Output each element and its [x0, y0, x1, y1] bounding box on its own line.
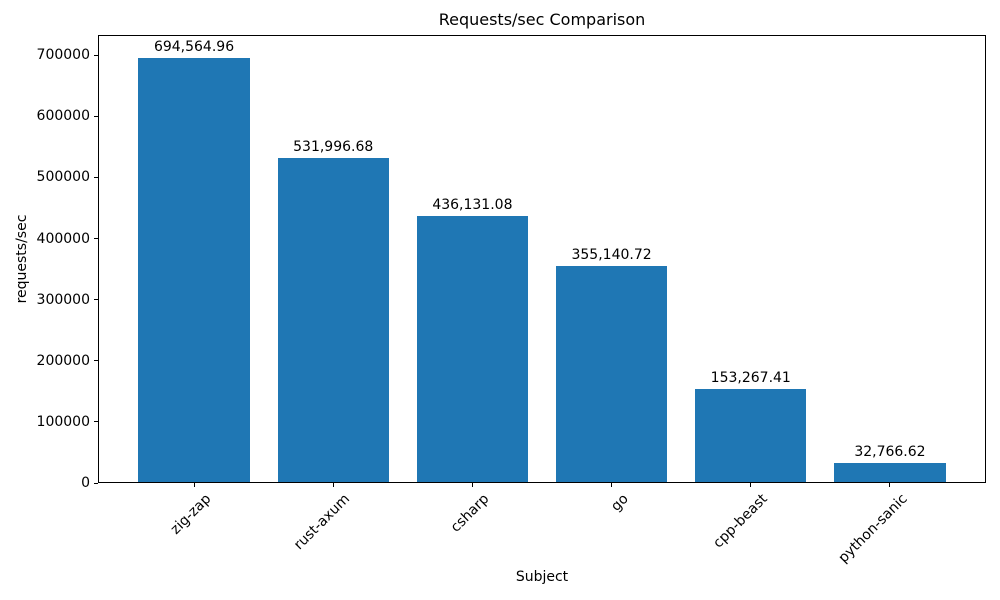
- x-axis-label: Subject: [515, 569, 569, 585]
- x-axis-tick: [193, 483, 195, 487]
- x-axis-tick: [750, 483, 752, 487]
- y-axis-tick-label: 600000: [36, 108, 90, 125]
- bar-value-label: 153,267.41: [710, 370, 791, 387]
- x-axis-tick-label-text: python-sanic: [835, 491, 911, 567]
- y-axis-tick: [94, 299, 98, 301]
- bar: [555, 265, 668, 482]
- bar: [834, 462, 946, 482]
- y-axis-tick-label: 100000: [36, 413, 90, 430]
- x-axis-tick: [889, 483, 891, 487]
- y-axis-label-text: requests/sec: [14, 214, 30, 304]
- x-axis-tick-label-text: csharp: [448, 491, 493, 536]
- y-axis-tick-label: 0: [81, 475, 90, 491]
- bar-value-label: 531,996.68: [293, 138, 374, 155]
- bar: [277, 157, 389, 482]
- y-axis-tick-label: 700000: [36, 47, 90, 64]
- y-axis-tick: [94, 482, 98, 484]
- y-axis-tick: [94, 176, 98, 178]
- x-axis-tick-label-text: cpp-beast: [710, 491, 772, 552]
- x-axis-tick: [611, 483, 613, 487]
- x-axis-tick-label-text: rust-axum: [291, 491, 354, 554]
- bar-value-label: 355,140.72: [571, 246, 652, 263]
- x-axis-tick: [332, 483, 334, 487]
- y-axis-tick-label: 500000: [36, 169, 90, 186]
- y-axis-tick-label: 200000: [36, 352, 90, 369]
- x-axis-tick: [471, 483, 473, 487]
- chart-title: Requests/sec Comparison: [438, 10, 646, 29]
- y-axis-tick: [94, 54, 98, 56]
- bar-value-label: 32,766.62: [854, 443, 926, 460]
- y-axis-tick: [94, 115, 98, 117]
- bar-value-label: 436,131.08: [432, 197, 513, 214]
- y-axis-tick-label: 300000: [36, 291, 90, 308]
- x-axis-tick-label-text: zig-zap: [167, 491, 215, 538]
- y-axis-tick: [94, 360, 98, 362]
- y-axis-tick: [94, 238, 98, 240]
- bar-value-label: 694,564.96: [153, 39, 235, 56]
- x-axis-tick-label-text: go: [608, 491, 632, 515]
- bar: [138, 58, 250, 482]
- bar: [416, 216, 529, 482]
- bar: [695, 389, 807, 482]
- y-axis-tick-label: 400000: [36, 230, 90, 247]
- y-axis-tick: [94, 421, 98, 423]
